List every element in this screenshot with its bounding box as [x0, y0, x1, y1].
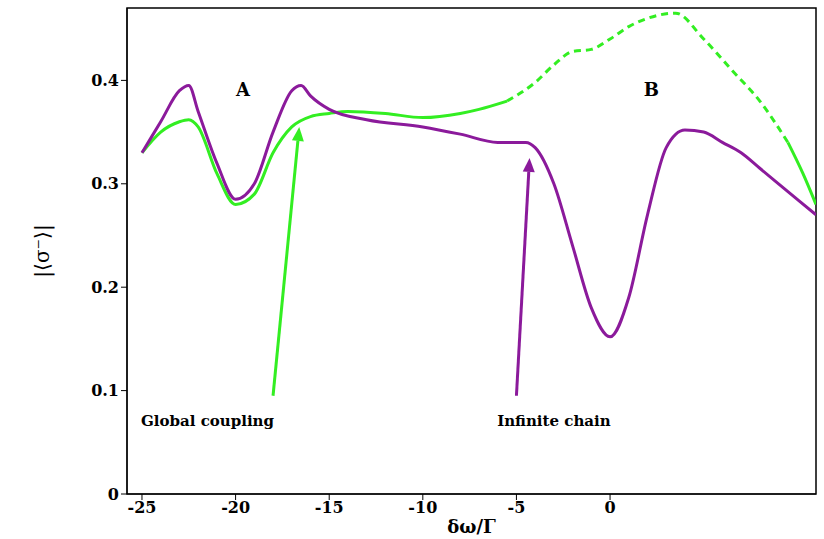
- svg-text:-20: -20: [221, 498, 250, 517]
- svg-text:-10: -10: [408, 498, 437, 517]
- svg-text:A: A: [235, 79, 251, 100]
- svg-text:Global coupling: Global coupling: [141, 412, 274, 430]
- svg-text:δω/Γ: δω/Γ: [447, 516, 496, 537]
- svg-text:Infinite chain: Infinite chain: [497, 412, 611, 430]
- svg-text:|⟨σ⁻⟩|: |⟨σ⁻⟩|: [30, 224, 55, 277]
- svg-text:0.3: 0.3: [91, 174, 119, 193]
- svg-text:0.4: 0.4: [91, 71, 119, 90]
- svg-text:0.1: 0.1: [91, 381, 119, 400]
- svg-text:0.2: 0.2: [91, 278, 119, 297]
- svg-text:-5: -5: [508, 498, 526, 517]
- svg-text:0: 0: [108, 485, 119, 504]
- svg-text:-15: -15: [315, 498, 344, 517]
- svg-text:B: B: [644, 79, 659, 100]
- svg-text:0: 0: [604, 498, 615, 517]
- svg-text:-25: -25: [128, 498, 157, 517]
